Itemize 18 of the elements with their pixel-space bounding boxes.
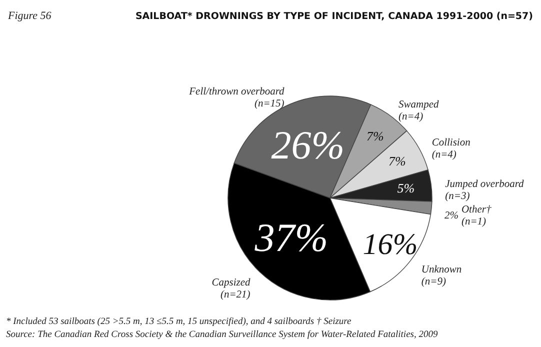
data-label: 2% xyxy=(444,210,459,222)
text: * Included 53 sailboats (25 >5.5 m, 13 ≤5.5 m, 15 unspecified), and 4 sailboards † Seizure xyxy=(6,317,352,327)
data-label: 26% xyxy=(271,122,345,168)
slice-label: Other† (n=1) xyxy=(461,204,492,228)
slice-label: Fell/thrown overboard (n=15) xyxy=(188,86,286,110)
data-label: 16% xyxy=(362,228,418,262)
data-label: 37% xyxy=(254,214,328,260)
slice-label: Unknown (n=9) xyxy=(421,264,462,288)
slice-label: Collision (n=4) xyxy=(432,137,470,160)
data-label: 7% xyxy=(366,128,384,144)
source-note: Source: The Canadian Red Cross Society & the Canadian Surveillance System for Water-Related Fatalities, 2009 xyxy=(6,330,438,340)
chart-title: SAILBOAT* DROWNINGS BY TYPE OF INCIDENT, CANADA 1991-2000 (n=57) xyxy=(135,11,533,22)
slice-label: Jumped overboard (n=3) xyxy=(445,178,525,202)
slice-label: Capsized (n=21) xyxy=(212,277,252,300)
caption: Figure 56 xyxy=(7,10,52,22)
slice-label: Swamped (n=4) xyxy=(398,99,440,122)
data-label: 5% xyxy=(397,180,415,196)
data-label: 7% xyxy=(388,153,406,168)
